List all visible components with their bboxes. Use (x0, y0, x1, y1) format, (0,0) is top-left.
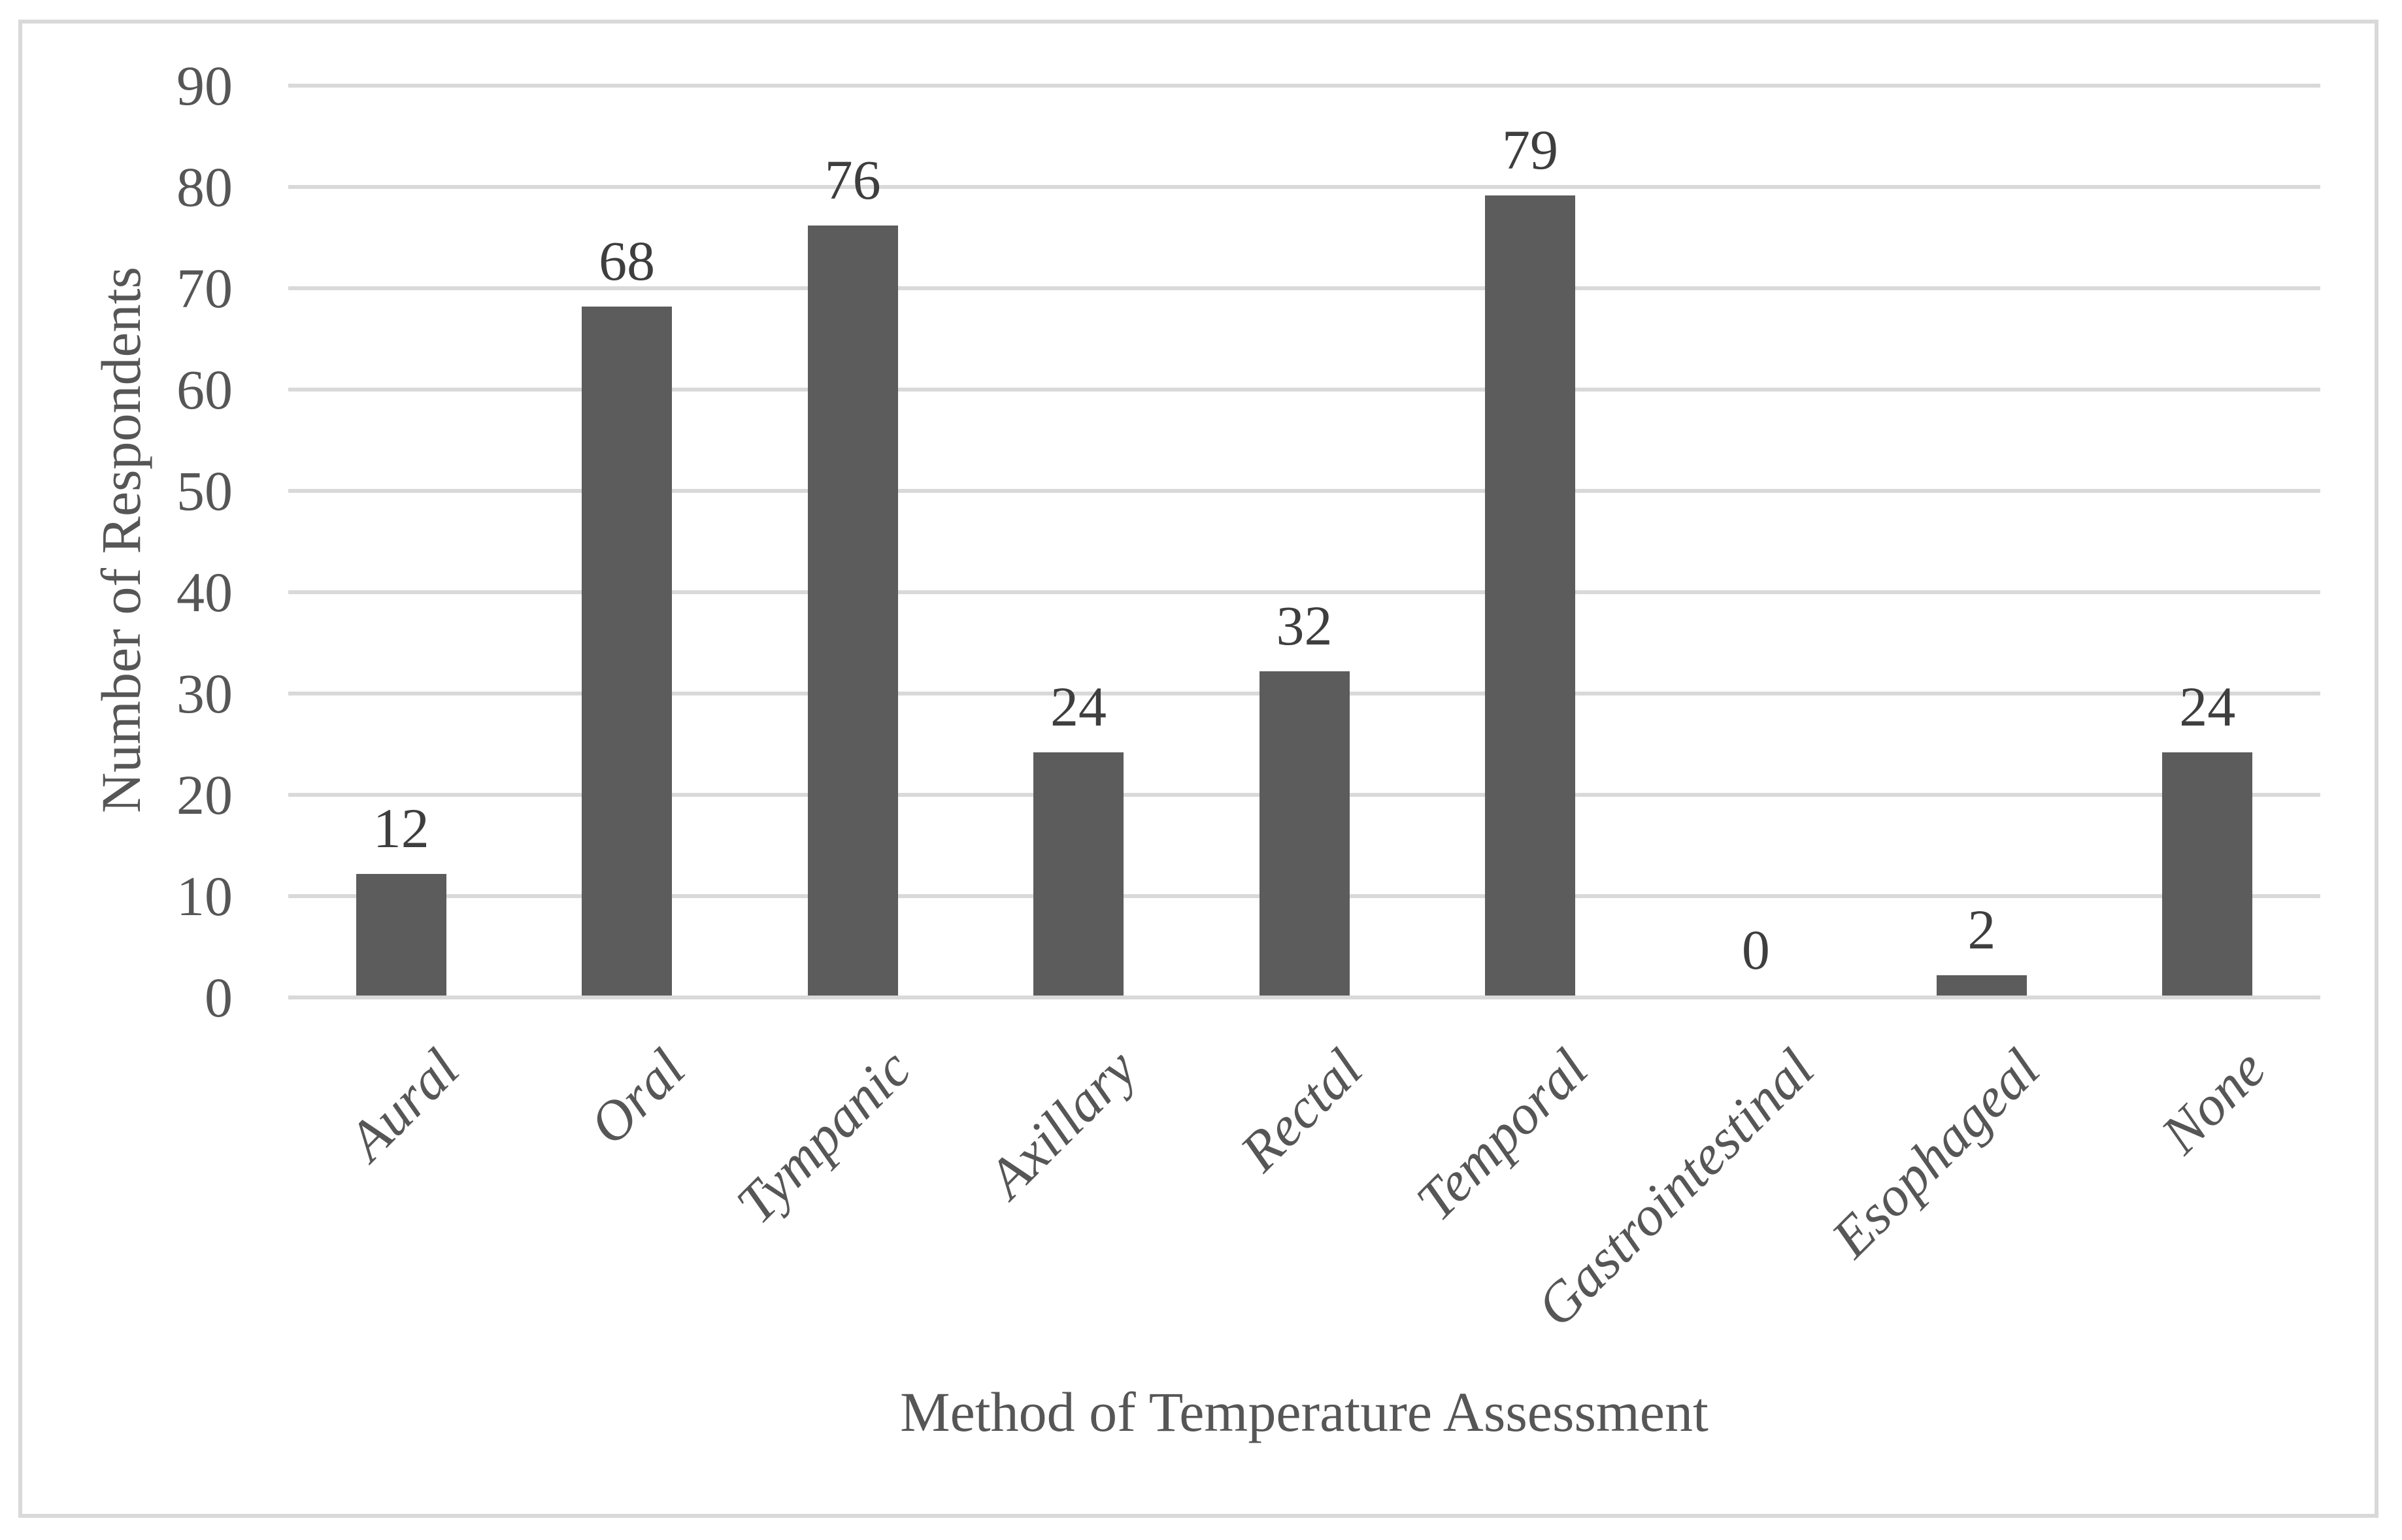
data-label-aural: 12 (373, 797, 429, 860)
data-label-axillary: 24 (1050, 675, 1107, 738)
bar-axillary (1033, 752, 1124, 996)
bar-aural (356, 874, 446, 996)
data-label-esophageal: 2 (1967, 898, 1996, 961)
x-axis-title: Method of Temperature Assessment (900, 1381, 1709, 1443)
y-axis-title-text: Number of Respondents (90, 266, 152, 813)
y-tick-label-30: 30 (176, 662, 233, 725)
y-tick-label-10: 10 (176, 865, 233, 928)
bar-tympanic (807, 226, 898, 996)
gridline-50 (288, 489, 2320, 493)
y-tick-label-40: 40 (176, 561, 233, 624)
bar-oral (582, 307, 673, 996)
y-tick-label-70: 70 (176, 257, 233, 320)
data-label-tympanic: 76 (824, 148, 881, 211)
gridline-70 (288, 286, 2320, 290)
bar-esophageal (1936, 975, 2027, 996)
gridline-90 (288, 84, 2320, 88)
figure-border (18, 20, 2378, 1518)
data-label-gastrointestinal: 0 (1741, 918, 1770, 981)
y-tick-label-90: 90 (176, 54, 233, 117)
data-label-oral: 68 (599, 229, 656, 292)
data-label-rectal: 32 (1276, 594, 1333, 657)
y-tick-label-20: 20 (176, 763, 233, 826)
gridline-60 (288, 388, 2320, 392)
y-tick-label-0: 0 (205, 966, 233, 1029)
gridline-40 (288, 590, 2320, 594)
y-tick-label-60: 60 (176, 358, 233, 421)
bar-none (2162, 752, 2253, 996)
data-label-none: 24 (2179, 675, 2236, 738)
gridline-0 (288, 996, 2320, 999)
gridline-80 (288, 185, 2320, 189)
bar-temporal (1484, 195, 1575, 996)
y-tick-label-80: 80 (176, 156, 233, 218)
bar-rectal (1259, 671, 1350, 996)
data-label-temporal: 79 (1501, 118, 1558, 181)
y-tick-label-50: 50 (176, 460, 233, 522)
